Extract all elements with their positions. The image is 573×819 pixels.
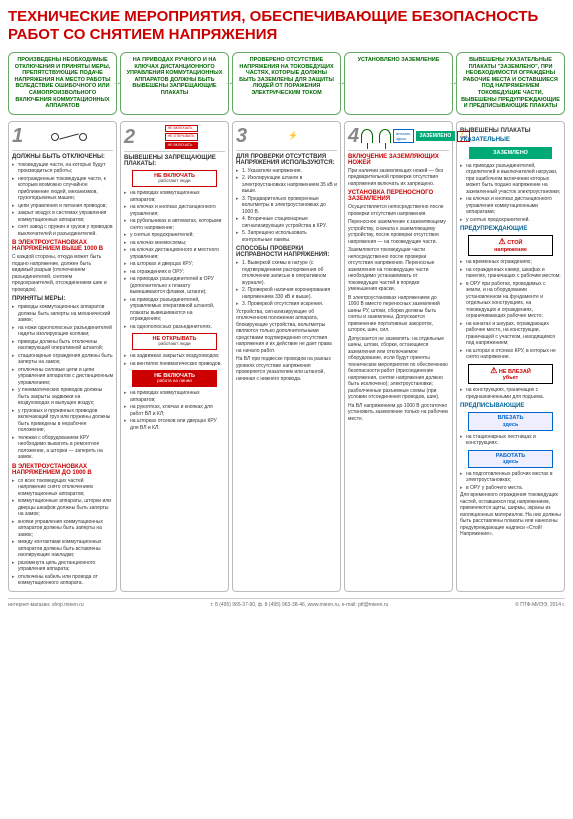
c3-p2: На ВЛ при подвеске проводов на разных ур… [236,356,337,382]
c4-h2: УСТАНОВКА ПЕРЕНОСНОГО ЗАЗЕМЛЕНИЯ [348,190,449,202]
col-1: 1 ДОЛЖНЫ БЫТЬ ОТКЛЮЧЕНЫ: токоведущие час… [8,121,117,592]
c4-h1: ВКЛЮЧЕНИЕ ЗАЗЕМЛЯЮЩИХ НОЖЕЙ [348,154,449,166]
step-1: ПРОИЗВЕДЕНЫ НЕОБХОДИМЫЕ ОТКЛЮЧЕНИЯ И ПРИ… [8,52,117,115]
c1-h1: ДОЛЖНЫ БЫТЬ ОТКЛЮЧЕНЫ: [12,154,113,160]
safety-poster: ТЕХНИЧЕСКИЕ МЕРОПРИЯТИЯ, ОБЕСПЕЧИВАЮЩИЕ … [0,0,573,616]
num-3: 3 [236,125,247,148]
main-title: ТЕХНИЧЕСКИЕ МЕРОПРИЯТИЯ, ОБЕСПЕЧИВАЮЩИЕ … [8,8,565,44]
c3-h1: ДЛЯ ПРОВЕРКИ ОТСУТСТВИЯ НАПРЯЖЕНИЯ ИСПОЛ… [236,154,337,166]
step-2: НА ПРИВОДАХ РУЧНОГО И НА КЛЮЧАХ ДИСТАНЦИ… [120,52,229,115]
num-2: 2 [124,126,135,149]
c5-l4: на стационарных лестницах и конструкциях… [460,434,561,447]
c5-l5: на подготовленных рабочих местах в элект… [460,471,561,492]
c4-p7: На ВЛ напряжением до 1000 В достаточно у… [348,403,449,423]
c4-p3: Переносное заземление к заземляющему уст… [348,219,449,245]
c4-p5: В электроустановках напряжением до 1000 … [348,295,449,334]
c3-h2: СПОСОБЫ ПРОВЕРКИ ИСПРАВНОСТИ НАПРЯЖЕНИЯ: [236,246,337,258]
c2-l3: на приводах коммутационных аппаратов;на … [124,390,225,431]
col-3: 3 ДЛЯ ПРОВЕРКИ ОТСУТСТВИЯ НАПРЯЖЕНИЯ ИСП… [232,121,341,592]
step-4: УСТАНОВЛЕНО ЗАЗЕМЛЕНИЕ [344,52,453,115]
c1-l1: токоведущие части, на которых будут прои… [12,162,113,238]
col-2: 2 НЕ ВКЛЮЧАТЬНЕ ОТКРЫВАТЬНЕ ВКЛЮЧАТЬ ВЫВЕ… [120,121,229,592]
sign-vlez: ВЛЕЗАТЬздесь [468,412,554,430]
mini-zazem: ЗАЗЕМЛЕНО [416,131,456,141]
c1-h4: В ЭЛЕКТРОУСТАНОВКАХ НАПРЯЖЕНИЕМ ДО 1000 … [12,464,113,476]
c1-l2: приводы коммутационных аппаратов должны … [12,304,113,461]
c5-h3: ПРЕДУПРЕЖДАЮЩИЕ [460,226,561,232]
ground-icon [361,129,391,143]
c5-h4: ПРЕДПИСЫВАЮЩИЕ [460,403,561,409]
c5-h2: УКАЗАТЕЛЬНЫЕ [460,137,561,143]
c2-h1: ВЫВЕШЕНЫ ЗАПРЕЩАЮЩИЕ ПЛАКАТЫ: [124,155,225,167]
sign-rabot: РАБОТАТЬздесь [468,450,554,468]
mini-vlez: влезатьздесь [393,129,413,143]
footer-right: © ПТФ-МИЭЭ, 2014 г. [515,602,565,608]
c1-l3: со всех токоведущих частей напряжение сн… [12,478,113,587]
c5-l2: на временных ограждениях;на огражденных … [460,259,561,361]
c1-h2: В ЭЛЕКТРОУСТАНОВКАХ НАПРЯЖЕНИЕМ ВЫШЕ 100… [12,240,113,252]
c5-h1: ВЫВЕШЕНЫ ПЛАКАТЫ [460,128,561,134]
step-5: ВЫВЕШЕНЫ УКАЗАТЕЛЬНЫЕ ПЛАКАТЫ "ЗАЗЕМЛЕНО… [456,52,565,115]
num-4: 4 [348,125,359,148]
num-1: 1 [12,125,23,148]
c5-l3: на конструкциях, граничащих с предназнач… [460,387,561,400]
col-5: ВЫВЕШЕНЫ ПЛАКАТЫ УКАЗАТЕЛЬНЫЕ ЗАЗЕМЛЕНО … [456,121,565,592]
mini-signs-icon: НЕ ВКЛЮЧАТЬНЕ ОТКРЫВАТЬНЕ ВКЛЮЧАТЬ [165,125,198,150]
columns: 1 ДОЛЖНЫ БЫТЬ ОТКЛЮЧЕНЫ: токоведущие час… [8,121,565,592]
c2-l1: на приводах коммутационных аппаратов;на … [124,190,225,330]
c1-p1: С каждой стороны, откуда может быть пода… [12,254,113,293]
footer: интернет-магазин: shop.mieen.ru т. 8 (49… [8,598,565,608]
c4-p1: При наличии заземляющих ножей — без пред… [348,168,449,188]
c2-l2: на задвижках закрытых воздуховодов;на ве… [124,353,225,367]
sign-nevlez: ⚠ НЕ ВЛЕЗАЙубьет [468,364,554,385]
c5-p1: Для временного ограждения токоведущих ча… [460,492,561,538]
c3-p1: Устройства, сигнализирующие об отключенн… [236,309,337,355]
sign-ne-otk: НЕ ОТКРЫВАТЬработают люди [132,333,218,350]
sign-ne-vkl: НЕ ВКЛЮЧАТЬработают люди [132,170,218,187]
switch-icon [49,126,89,146]
footer-center: т. 8 (495) 965-37-90, ф. 8 (495) 963-38-… [211,602,389,608]
sign-zazem: ЗАЗЕМЛЕНО [468,146,554,160]
c4-p4: Заземляются токоведущие части непосредст… [348,247,449,293]
c4-p2: Осуществляется непосредственно после про… [348,204,449,217]
sign-stoj: ⚠ СТОЙнапряжение [468,235,554,256]
c5-l1: на приводах разъединителей, отделителей … [460,163,561,224]
top-flow: ПРОИЗВЕДЕНЫ НЕОБХОДИМЫЕ ОТКЛЮЧЕНИЯ И ПРИ… [8,52,565,115]
c3-l1: 1. Указатели напряжения.2. Изолирующие ш… [236,168,337,244]
footer-left: интернет-магазин: shop.mieen.ru [8,602,84,608]
col-4: 4влезатьздесьЗАЗЕМЛЕНО⚡ стой ВКЛЮЧЕНИЕ З… [344,121,453,592]
c1-h3: ПРИНЯТЫ МЕРЫ: [12,296,113,302]
c4-p6: Допускается не заземлять: на отдельные ш… [348,336,449,401]
sign-ne-vkl-line: НЕ ВКЛЮЧАТЬработа на линии [132,370,218,387]
indicator-icon [278,127,308,145]
c3-l2: 1. Выверкой схемы в натуре (с подтвержде… [236,260,337,308]
step-3: ПРОВЕРЕНО ОТСУТСТВИЕ НАПРЯЖЕНИЯ НА ТОКОВ… [232,52,341,115]
